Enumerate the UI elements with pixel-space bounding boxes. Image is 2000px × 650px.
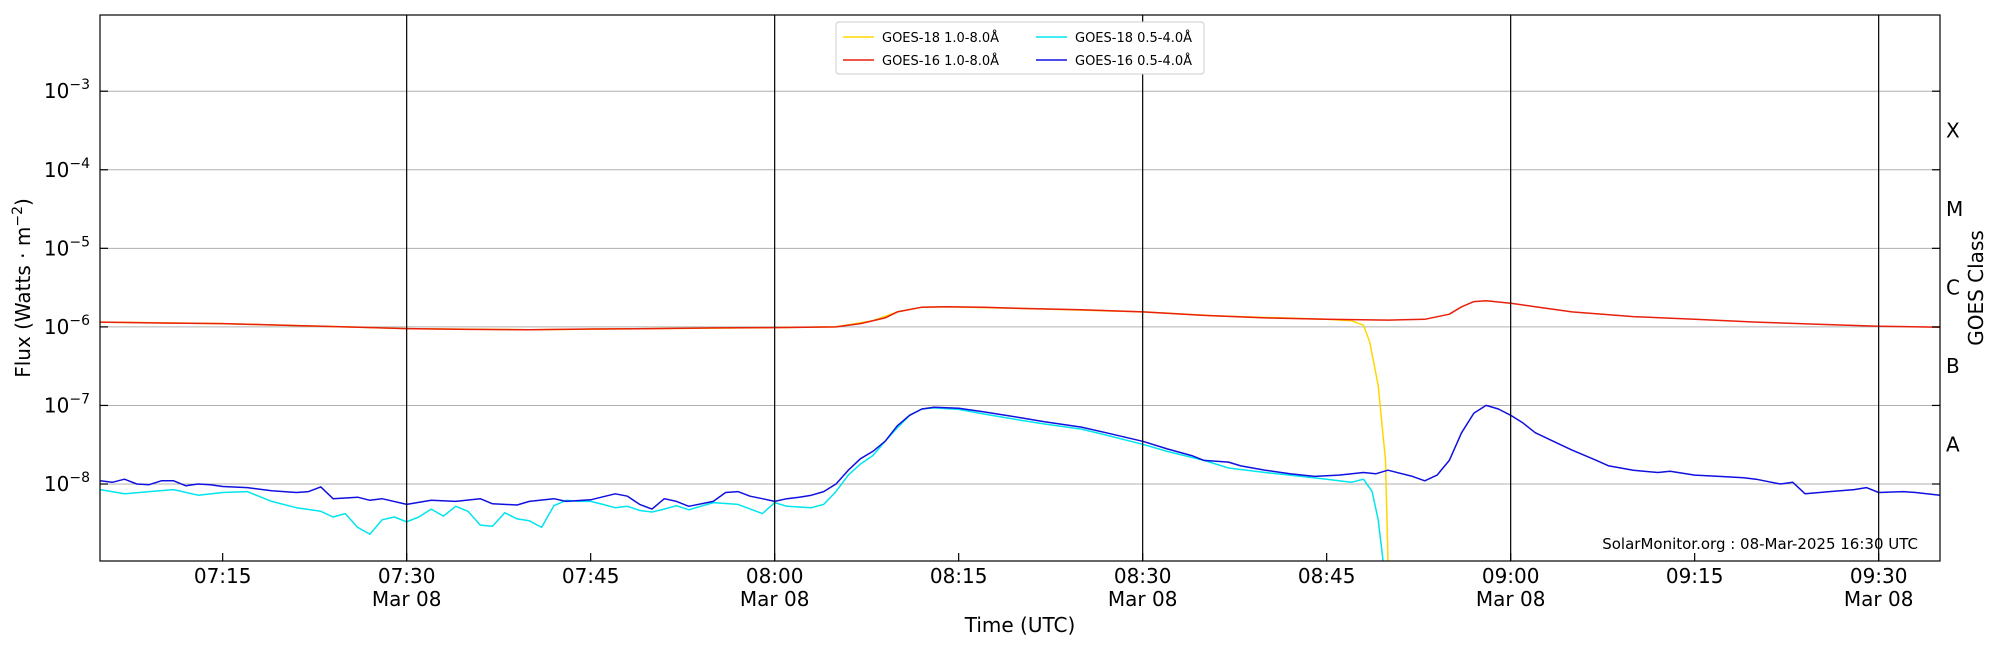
- x-tick-label: 08:15: [930, 564, 988, 588]
- y-axis-ticks: 10−8 10−7 10−6 10−5 10−4 10−3: [44, 77, 1940, 496]
- y-tick-label: 10−8: [44, 470, 90, 496]
- y-axis-title: Flux (Watts · m−2): [10, 198, 35, 378]
- x-tick-label: 08:30: [1114, 564, 1172, 588]
- legend-label-goes16-long: GOES-16 1.0-8.0Å: [882, 53, 999, 69]
- x-tick-label: 08:45: [1298, 564, 1356, 588]
- legend-label-goes18-short: GOES-18 0.5-4.0Å: [1075, 30, 1192, 46]
- goes-class-label: M: [1946, 197, 1963, 221]
- goes-class-label: X: [1946, 118, 1960, 142]
- plot-frame: [99, 14, 1941, 562]
- credit-text: SolarMonitor.org : 08-Mar-2025 16:30 UTC: [1602, 535, 1918, 553]
- x-tick-date-label: Mar 08: [1476, 587, 1546, 611]
- legend-label-goes16-short: GOES-16 0.5-4.0Å: [1075, 53, 1192, 69]
- x-tick-label: 07:30: [378, 564, 436, 588]
- legend-box: [835, 21, 1205, 75]
- goes-class-labels: A B C M X: [1946, 118, 1963, 456]
- x-axis-title: Time (UTC): [964, 613, 1076, 637]
- right-axis-title: GOES Class: [1964, 230, 1988, 346]
- x-tick-label: 09:30: [1850, 564, 1908, 588]
- legend-label-goes18-long: GOES-18 1.0-8.0Å: [882, 30, 999, 46]
- y-tick-label: 10−7: [44, 391, 90, 417]
- goes-class-label: C: [1946, 276, 1960, 300]
- legend: GOES-18 1.0-8.0Å GOES-16 1.0-8.0Å GOES-1…: [835, 21, 1205, 75]
- series-line-2: [99, 407, 1384, 562]
- x-tick-date-label: Mar 08: [740, 587, 810, 611]
- series-line-3: [99, 404, 1941, 510]
- x-tick-date-label: Mar 08: [1108, 587, 1178, 611]
- y-tick-label: 10−6: [44, 313, 90, 339]
- x-tick-label: 08:00: [746, 564, 804, 588]
- y-tick-label: 10−3: [44, 77, 90, 103]
- x-tick-date-label: Mar 08: [1844, 587, 1914, 611]
- y-tick-label: 10−5: [44, 234, 90, 260]
- x-tick-label: 09:15: [1666, 564, 1724, 588]
- series-line-1: [99, 300, 1941, 331]
- series-lines: [99, 300, 1941, 562]
- x-tick-label: 07:45: [562, 564, 620, 588]
- y-tick-label: 10−4: [44, 156, 90, 182]
- goes-class-label: B: [1946, 354, 1960, 378]
- x-tick-date-label: Mar 08: [372, 587, 442, 611]
- vertical-marker-lines: [406, 15, 1880, 561]
- goes-class-label: A: [1946, 433, 1960, 457]
- x-tick-label: 07:15: [194, 564, 252, 588]
- x-tick-label: 09:00: [1482, 564, 1540, 588]
